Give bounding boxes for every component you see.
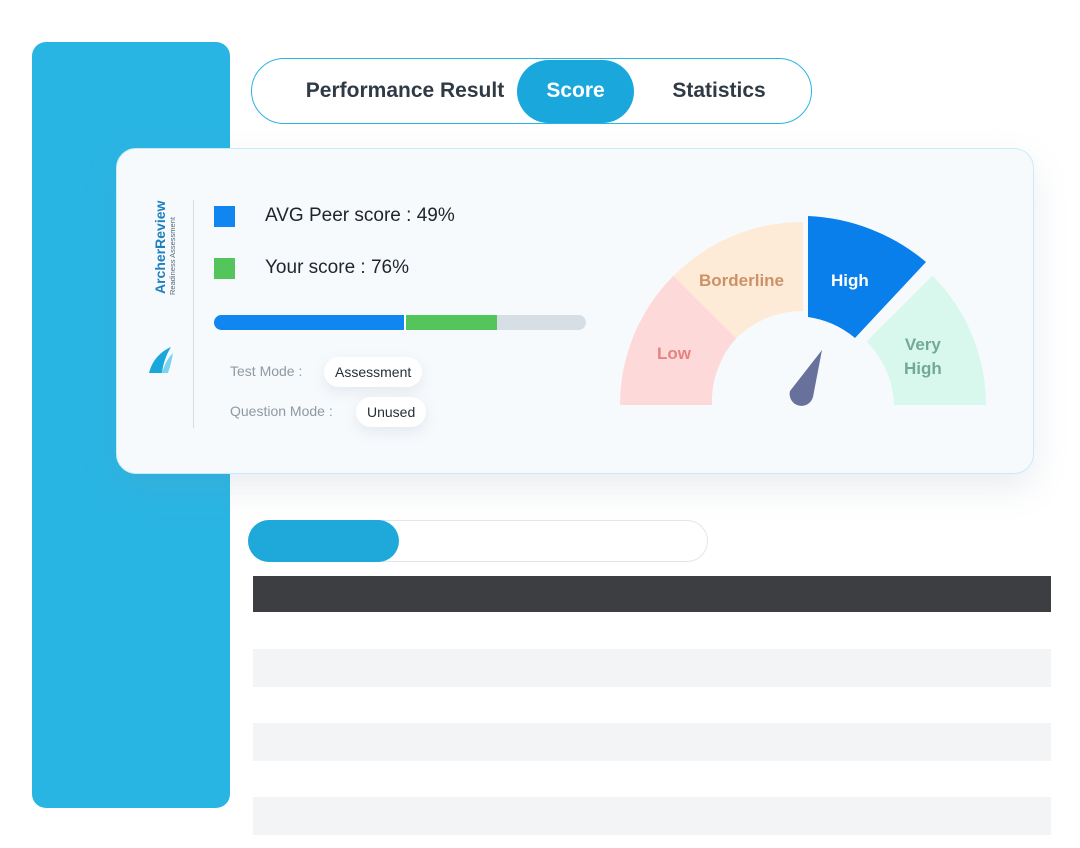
view-toggle-thumb[interactable] [248, 520, 399, 562]
gauge-segment-very-high [866, 275, 986, 405]
gauge-needle [789, 350, 822, 406]
gauge-segment-high [808, 216, 926, 338]
tab-score[interactable]: Score [517, 60, 634, 123]
view-toggle[interactable] [248, 520, 708, 562]
result-tabs: Performance Result Score Statistics [251, 58, 812, 124]
avg-peer-progress-fill [214, 315, 404, 330]
score-card [116, 148, 1034, 474]
table-header [253, 576, 1051, 612]
avg-peer-score-label: AVG Peer score : 49% [265, 205, 455, 226]
brand-subtitle: Readiness Assessment [168, 217, 177, 295]
question-mode-label: Question Mode : [230, 403, 333, 419]
gauge-label-borderline: Borderline [699, 271, 785, 290]
your-score-label: Your score : 76% [265, 257, 409, 278]
brand-name: ArcherReview [152, 200, 168, 294]
table-row [253, 649, 1051, 687]
brand-logo: ArcherReview Readiness Assessment [140, 201, 180, 380]
archer-leaf-icon [149, 347, 173, 373]
test-mode-label: Test Mode : [230, 363, 303, 379]
gauge-label-very-high: Very High [904, 333, 942, 381]
test-mode-value: Assessment [324, 357, 423, 387]
gauge-label-high: High [831, 271, 869, 290]
card-divider [193, 200, 194, 428]
table-row [253, 723, 1051, 761]
gauge-label-low: Low [657, 344, 691, 363]
question-mode-value: Unused [356, 397, 427, 427]
gauge-label-very-high-line2: High [904, 359, 942, 378]
score-progress-bar [214, 315, 586, 330]
tab-statistics[interactable]: Statistics [672, 79, 766, 102]
gauge-label-very-high-line1: Very [904, 335, 941, 354]
gauge-segment-low [620, 275, 737, 405]
table-row [253, 797, 1051, 835]
readiness-gauge [620, 216, 986, 406]
your-score-legend-swatch [214, 258, 235, 279]
your-score-progress-fill [404, 315, 497, 330]
avg-peer-legend-swatch [214, 206, 235, 227]
gauge-segment-borderline [673, 222, 803, 339]
tab-performance-result[interactable]: Performance Result [305, 79, 505, 102]
